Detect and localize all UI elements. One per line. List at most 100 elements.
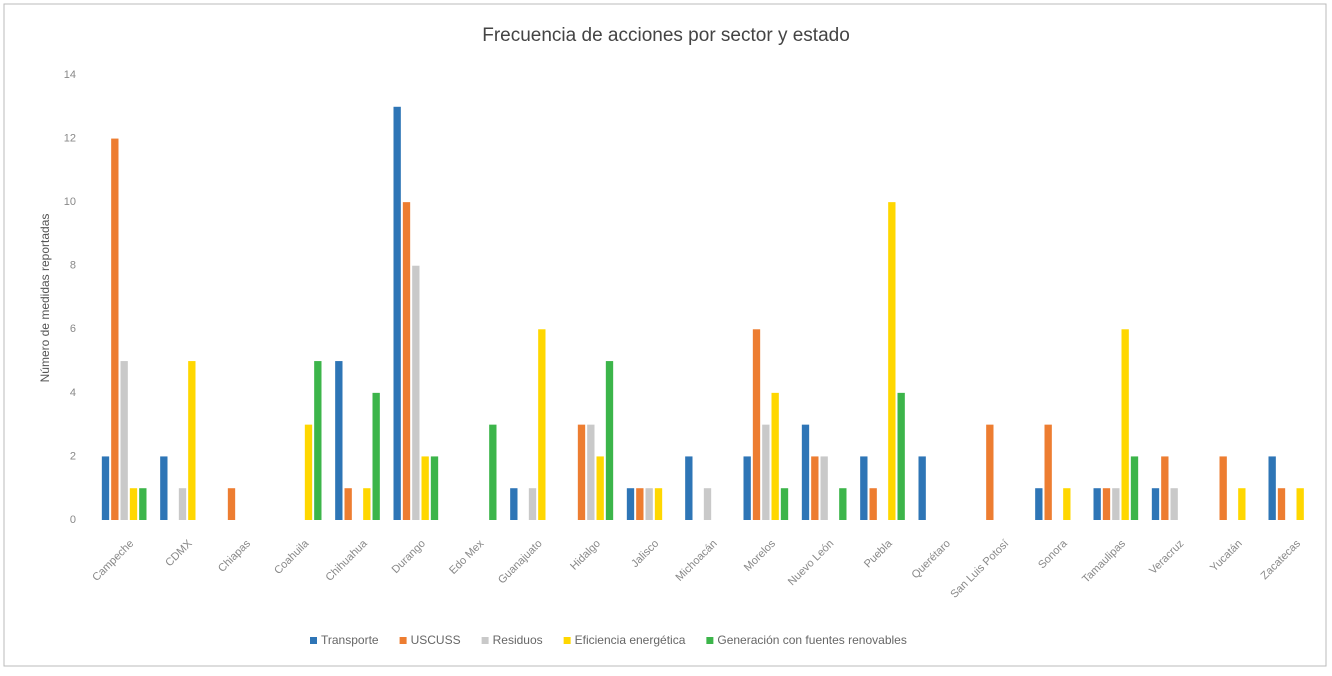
legend-label: Residuos	[493, 633, 543, 647]
x-tick-label: Michoacán	[674, 538, 720, 584]
y-tick-label: 10	[64, 196, 76, 208]
legend-label: Generación con fuentes renovables	[717, 633, 906, 647]
bar	[1277, 488, 1286, 520]
bar	[1268, 456, 1276, 520]
legend-swatch	[310, 637, 317, 644]
x-tick-label: Jalisco	[629, 538, 661, 570]
x-tick-label: Puebla	[862, 537, 895, 570]
x-tick-label: Hidalgo	[568, 538, 603, 573]
x-tick-label: Durango	[390, 538, 428, 576]
bar	[178, 488, 187, 520]
y-tick-label: 8	[70, 260, 76, 272]
y-tick-label: 14	[64, 69, 76, 81]
frame	[3, 3, 1327, 667]
y-axis-label: Número de medidas reportadas	[38, 214, 52, 383]
bar	[304, 424, 313, 520]
bar	[596, 456, 604, 520]
bar	[421, 456, 429, 520]
bar	[188, 361, 196, 520]
bar	[771, 392, 779, 520]
y-tick-label: 12	[64, 132, 76, 144]
bar	[636, 488, 644, 520]
bar	[1112, 488, 1120, 520]
y-tick-label: 2	[70, 450, 76, 462]
legend-swatch	[706, 637, 714, 644]
bar	[743, 456, 751, 520]
bar	[645, 488, 653, 520]
bar	[510, 488, 518, 520]
bar	[139, 488, 147, 520]
bar	[1102, 488, 1111, 520]
bar	[101, 456, 110, 520]
bar	[752, 329, 761, 520]
bar	[393, 106, 401, 521]
bar	[363, 488, 371, 520]
x-tick-label: CDMX	[163, 537, 195, 569]
x-tick-label: Chiapas	[216, 537, 253, 574]
legend-swatch	[563, 637, 571, 644]
bar	[160, 456, 168, 520]
legend-label: Eficiencia energética	[575, 633, 686, 647]
bar	[1151, 488, 1160, 520]
bar	[869, 488, 877, 520]
bar	[762, 424, 770, 520]
bar	[402, 202, 411, 520]
x-tick-label: Veracruz	[1147, 538, 1186, 577]
bar	[1044, 424, 1052, 520]
x-tick-label: Nuevo León	[786, 538, 836, 588]
bar	[780, 488, 789, 520]
bar	[1170, 488, 1178, 520]
bar	[111, 138, 119, 521]
bar	[1238, 488, 1246, 520]
bar	[489, 424, 497, 520]
bar	[685, 456, 693, 520]
bar	[860, 456, 868, 520]
bar	[577, 424, 586, 520]
x-tick-label: Guanajuato	[496, 538, 545, 587]
bar	[897, 392, 905, 520]
y-tick-label: 4	[70, 387, 76, 399]
legend-swatch	[481, 637, 489, 644]
y-tick-label: 6	[70, 323, 76, 335]
y-tick-label: 0	[70, 514, 76, 526]
bar	[839, 488, 847, 520]
bar	[918, 456, 926, 520]
bar	[1035, 488, 1043, 520]
x-tick-label: Sonora	[1036, 537, 1070, 571]
legend-swatch	[399, 637, 407, 644]
bar	[430, 456, 439, 520]
x-tick-label: Chihuahua	[324, 537, 371, 584]
bar	[1296, 488, 1304, 520]
bar	[801, 424, 810, 520]
x-tick-label: Edo Mex	[447, 537, 487, 577]
bar	[1063, 488, 1071, 520]
bar	[654, 488, 663, 520]
bar	[314, 361, 322, 520]
x-tick-label: Zacatecas	[1259, 537, 1304, 582]
bar	[986, 424, 994, 520]
bar	[587, 424, 595, 520]
bar	[626, 488, 635, 520]
bar	[372, 392, 380, 520]
bar	[605, 361, 614, 520]
legend-label: USCUSS	[411, 633, 461, 647]
bar	[120, 361, 128, 520]
x-tick-label: Tamaulipas	[1080, 537, 1128, 585]
bar	[1161, 456, 1169, 520]
x-tick-label: San Luis Potosí	[948, 538, 1011, 601]
bar	[703, 488, 712, 520]
bar	[538, 329, 546, 520]
chart-title: Frecuencia de acciones por sector y esta…	[482, 25, 850, 46]
bar	[1093, 488, 1101, 520]
bar	[820, 456, 828, 520]
bar	[811, 456, 819, 520]
bar	[129, 488, 138, 520]
bar	[528, 488, 537, 520]
legend-label: Transporte	[321, 633, 379, 647]
x-tick-label: Campeche	[90, 538, 136, 584]
x-tick-label: Querétaro	[910, 538, 954, 582]
x-tick-label: Morelos	[742, 537, 779, 574]
bar	[412, 265, 420, 520]
bar	[344, 488, 352, 520]
